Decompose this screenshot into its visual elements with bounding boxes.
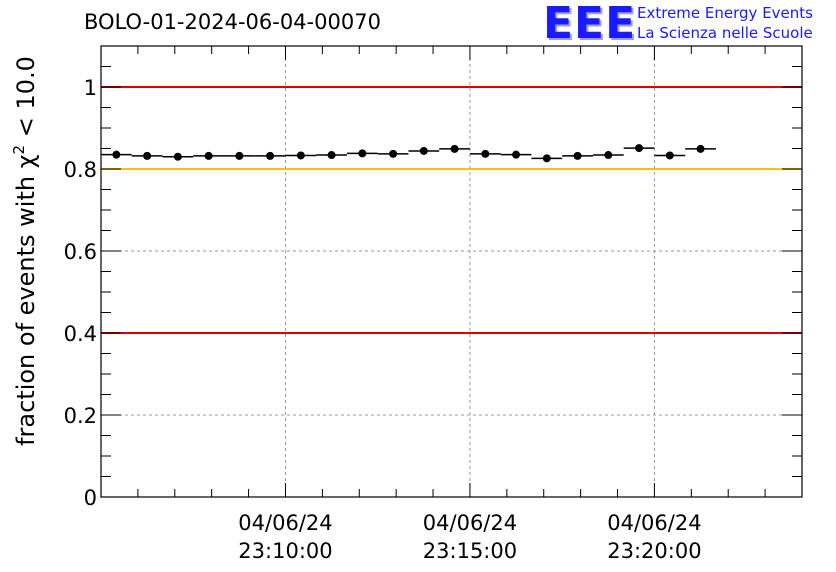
data-point — [358, 149, 367, 158]
data-point — [512, 150, 521, 159]
logo-caption-line1: Extreme Energy Events — [637, 4, 813, 22]
data-point — [665, 151, 674, 160]
y-tick-label: 1 — [84, 76, 97, 100]
data-point — [635, 144, 644, 153]
y-axis-label-suffix: < 10.0 — [12, 56, 40, 145]
y-axis-label-symbol: χ — [12, 154, 40, 168]
eee-logo: EEE — [543, 0, 637, 49]
x-tick-date-label: 04/06/24 — [607, 511, 701, 535]
y-tick-label: 0.8 — [64, 158, 97, 182]
logo-caption-line2: La Scienza nelle Scuole — [637, 24, 813, 42]
y-tick-label: 0 — [84, 486, 97, 510]
y-axis-label-exponent: 2 — [10, 145, 28, 155]
data-point — [112, 150, 121, 159]
data-point — [696, 144, 705, 153]
reference-lines — [101, 86, 802, 334]
data-point — [573, 151, 582, 160]
y-axis-label-prefix: fraction of events with — [12, 168, 40, 446]
x-tick-time-label: 23:20:00 — [607, 539, 701, 563]
y-tick-label: 0.2 — [64, 404, 97, 428]
data-point — [389, 149, 398, 158]
plot-frame — [100, 45, 803, 498]
y-axis-label: fraction of events with χ2 < 10.0 — [10, 56, 40, 446]
data-point — [419, 146, 428, 155]
data-point — [604, 151, 613, 160]
x-tick-time-label: 23:10:00 — [238, 539, 332, 563]
data-point — [296, 151, 305, 160]
data-point — [173, 152, 182, 161]
x-tick-date-label: 04/06/24 — [423, 511, 517, 535]
data-point — [266, 151, 275, 160]
y-tick-label: 0.6 — [64, 240, 97, 264]
chart-title: BOLO-01-2024-06-04-00070 — [84, 10, 381, 34]
axes: 0 0.2 0.4 0.6 0.8 1 04/06/24 23:10:00 04/06/24 23… — [64, 45, 802, 563]
data-series — [101, 144, 716, 163]
y-tick-label: 0.4 — [64, 322, 97, 346]
data-point — [450, 144, 459, 153]
data-point — [481, 149, 490, 158]
data-point — [542, 154, 551, 163]
data-point — [204, 151, 213, 160]
grid-lines — [101, 46, 802, 497]
data-point — [327, 151, 336, 160]
x-tick-time-label: 23:15:00 — [423, 539, 517, 563]
data-point — [143, 151, 152, 160]
data-point — [235, 151, 244, 160]
x-tick-date-label: 04/06/24 — [238, 511, 332, 535]
